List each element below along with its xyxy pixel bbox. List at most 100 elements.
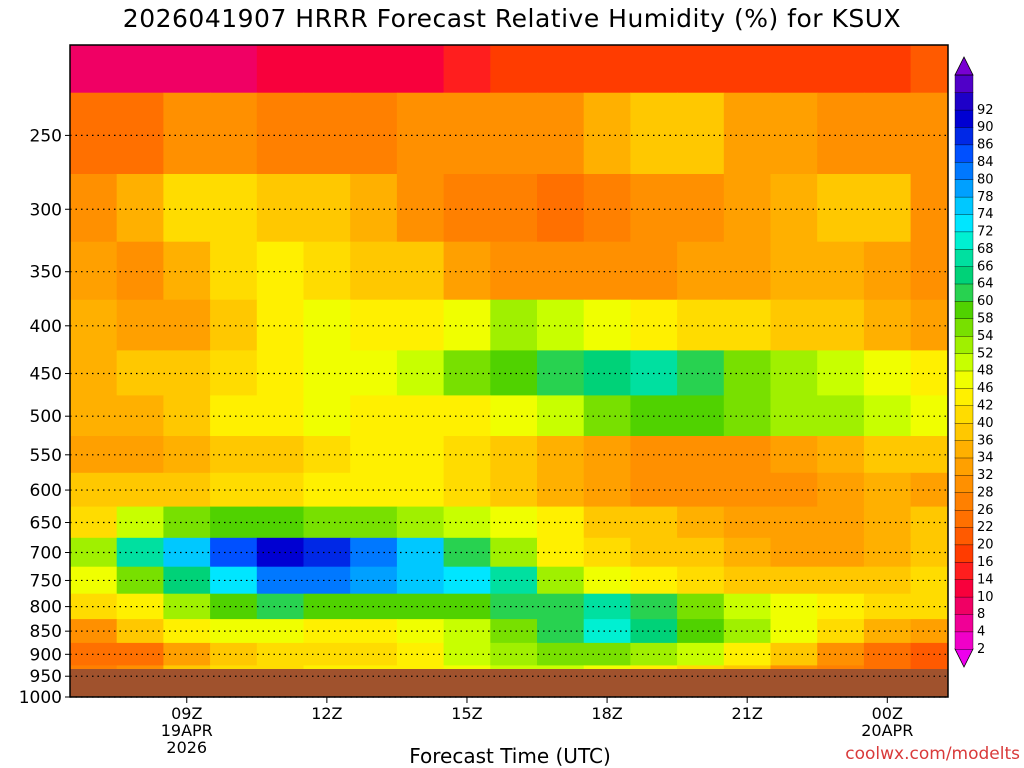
rh-cell	[303, 299, 351, 351]
rh-cell	[350, 174, 398, 243]
rh-cell	[677, 506, 725, 539]
rh-cell	[770, 593, 818, 620]
rh-cell	[490, 642, 538, 666]
rh-cell	[116, 537, 164, 568]
rh-cell	[210, 241, 258, 301]
colorbar-swatch	[954, 422, 974, 441]
rh-cell	[116, 566, 164, 595]
rh-cell	[863, 436, 912, 474]
x-tick-label: 18Z	[591, 704, 622, 723]
rh-cell	[116, 350, 164, 397]
rh-cell	[70, 241, 118, 301]
rh-cell	[677, 45, 725, 94]
rh-cell	[770, 472, 818, 508]
colorbar-swatch	[954, 614, 974, 633]
rh-cell	[116, 299, 164, 351]
colorbar-label: 36	[977, 433, 994, 448]
rh-cell	[163, 45, 211, 94]
rh-cell	[70, 92, 118, 175]
rh-cell	[723, 665, 772, 669]
rh-cell	[770, 395, 818, 437]
colorbar-label: 90	[977, 120, 994, 135]
rh-cell	[443, 45, 491, 94]
colorbar-label: 2	[977, 642, 985, 657]
colorbar-label: 86	[977, 138, 994, 153]
rh-cell	[70, 174, 118, 243]
colorbar-swatch	[954, 126, 974, 146]
rh-cell	[723, 241, 772, 301]
rh-cell	[817, 45, 865, 94]
x-tick-sublabel: 20APR	[861, 721, 913, 740]
rh-cell	[70, 436, 118, 474]
rh-cell	[583, 241, 631, 301]
rh-cell	[490, 174, 538, 243]
rh-cell	[116, 174, 164, 243]
rh-cell	[303, 241, 351, 301]
rh-cell	[116, 395, 164, 437]
rh-cell	[303, 566, 351, 595]
rh-cell	[210, 299, 258, 351]
rh-cell	[163, 174, 211, 243]
rh-cell	[350, 241, 398, 301]
rh-cell	[583, 619, 631, 644]
rh-cell	[910, 45, 948, 94]
rh-cell	[303, 506, 351, 539]
rh-cell	[490, 241, 538, 301]
rh-cell	[210, 566, 258, 595]
colorbar-swatch	[954, 179, 974, 198]
colorbar-label: 84	[977, 155, 994, 170]
colorbar-swatch	[954, 527, 974, 546]
rh-cell	[583, 566, 631, 595]
colorbar-swatch	[954, 335, 974, 354]
rh-cell	[70, 619, 118, 644]
colorbar-label: 42	[977, 398, 994, 413]
rh-cell	[256, 174, 305, 243]
x-tick-sublabel: 19APR	[161, 721, 213, 740]
rh-cell	[490, 350, 538, 397]
rh-cell	[396, 241, 445, 301]
rh-cell	[70, 350, 118, 397]
rh-cell	[677, 566, 725, 595]
rh-cell	[863, 92, 912, 175]
rh-cell	[396, 395, 445, 437]
rh-cell	[863, 619, 912, 644]
colorbar-swatch	[954, 92, 974, 111]
colorbar-min-arrow	[954, 648, 974, 668]
rh-cell	[910, 174, 948, 243]
rh-cell	[116, 506, 164, 539]
rh-cell	[350, 92, 398, 175]
x-tick-label: 09Z	[171, 704, 202, 723]
y-tick-label: 1000	[19, 688, 62, 708]
rh-cell	[770, 506, 818, 539]
colorbar-label: 80	[977, 172, 994, 187]
colorbar-label: 66	[977, 259, 994, 274]
rh-cell	[490, 436, 538, 474]
x-tick-label: 00Z	[872, 704, 903, 723]
colorbar-label: 16	[977, 555, 994, 570]
rh-cell	[770, 174, 818, 243]
rh-cell	[723, 174, 772, 243]
rh-cell	[303, 593, 351, 620]
rh-cell	[396, 436, 445, 474]
rh-cell	[910, 665, 948, 669]
colorbar-swatch	[954, 74, 974, 93]
rh-cell	[537, 45, 585, 94]
rh-cell	[256, 665, 305, 669]
rh-cell	[863, 593, 912, 620]
credit-link[interactable]: coolwx.com/modelts	[845, 744, 1020, 764]
rh-cell	[770, 642, 818, 666]
colorbar-label: 46	[977, 381, 994, 396]
rh-cell	[677, 241, 725, 301]
rh-cell	[723, 45, 772, 94]
rh-cell	[116, 472, 164, 508]
y-tick-label: 600	[30, 481, 62, 501]
rh-cell	[303, 537, 351, 568]
rh-cell	[583, 350, 631, 397]
rh-cell	[817, 241, 865, 301]
rh-cell	[770, 92, 818, 175]
rh-cell	[303, 395, 351, 437]
rh-cell	[677, 537, 725, 568]
rh-cell	[116, 665, 164, 669]
rh-cell	[583, 174, 631, 243]
rh-cell	[256, 45, 305, 94]
